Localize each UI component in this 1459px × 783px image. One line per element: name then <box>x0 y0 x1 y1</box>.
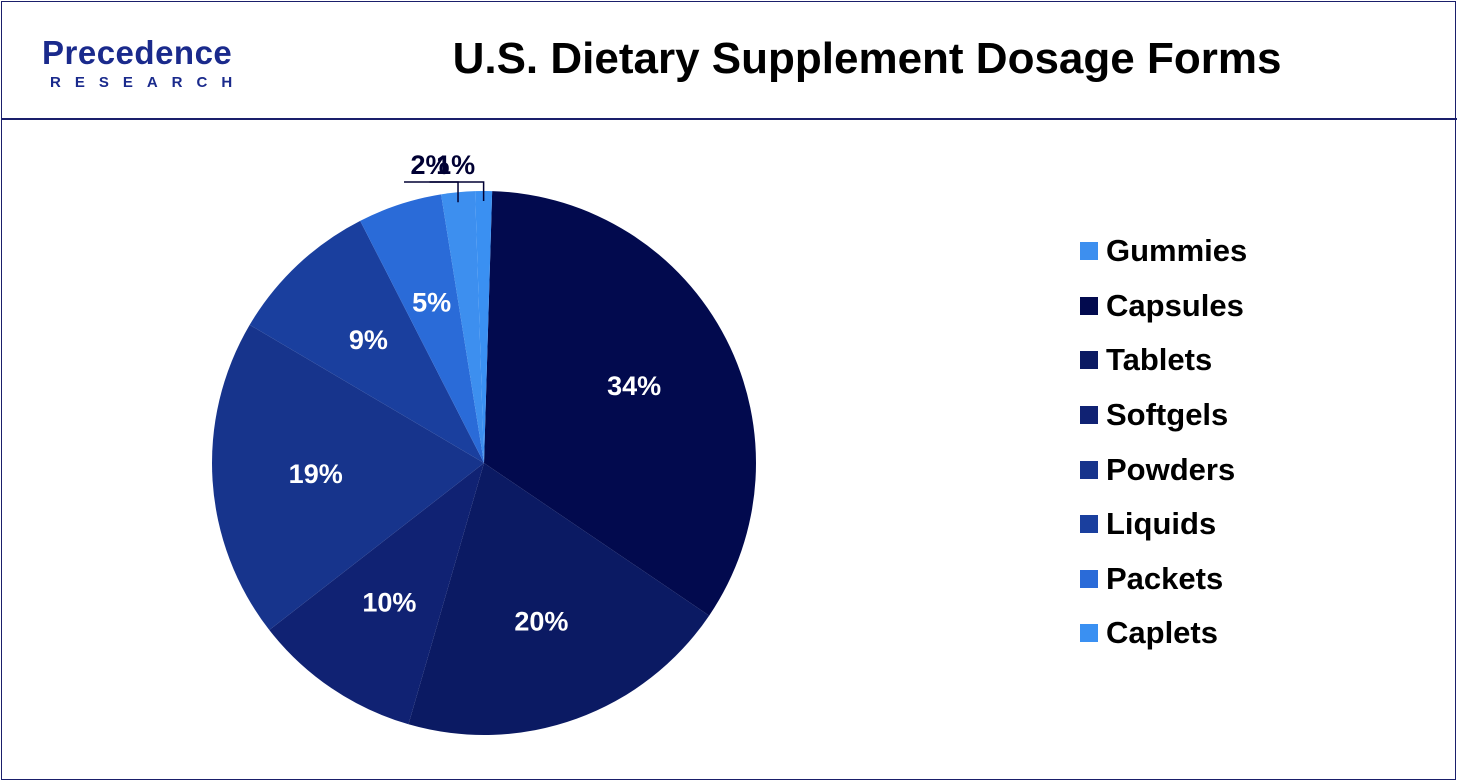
data-label-liquids: 5% <box>412 288 451 318</box>
pie-slice-gummies <box>484 191 756 616</box>
logo-sub-text: RESEARCH <box>50 74 247 91</box>
legend-swatch <box>1080 242 1098 261</box>
data-label-capsules: 20% <box>514 607 568 637</box>
legend-item-tablets: Tablets <box>1080 333 1247 388</box>
pie-slice-caplets <box>475 191 493 463</box>
legend-swatch <box>1080 624 1098 643</box>
pie-slice-capsules <box>408 463 710 735</box>
legend-swatch <box>1080 406 1098 425</box>
logo-main-text: Precedence <box>42 34 233 71</box>
pie-slice-liquids <box>360 194 484 463</box>
data-label-powders: 9% <box>349 325 388 355</box>
legend-item-capsules: Capsules <box>1080 279 1247 334</box>
legend-swatch <box>1080 351 1098 370</box>
legend-label: Packets <box>1106 560 1224 596</box>
header: Precedence RESEARCH U.S. Dietary Supplem… <box>2 2 1457 120</box>
legend: Gummies Capsules Tablets Softgels Powders Liq… <box>1080 224 1247 661</box>
leader-line-caplets <box>429 181 485 202</box>
data-label-softgels: 19% <box>289 459 343 489</box>
pie-slice-tablets <box>269 463 484 725</box>
legend-item-softgels: Softgels <box>1080 388 1247 443</box>
legend-item-powders: Powders <box>1080 442 1247 497</box>
data-label-packets: 2% <box>411 150 450 180</box>
data-label-caplets: 1% <box>436 150 475 180</box>
pie-slice-packets <box>441 191 484 463</box>
data-label-tablets: 10% <box>362 588 416 618</box>
legend-label: Gummies <box>1106 233 1248 269</box>
legend-swatch <box>1080 569 1098 588</box>
pie-slice-softgels <box>211 324 484 631</box>
legend-item-gummies: Gummies <box>1080 224 1247 279</box>
legend-swatch <box>1080 515 1098 534</box>
chart-title: U.S. Dietary Supplement Dosage Forms <box>452 34 1282 83</box>
legend-label: Caplets <box>1106 615 1218 651</box>
brand-logo: Precedence RESEARCH <box>42 34 272 98</box>
legend-label: Powders <box>1106 451 1236 487</box>
legend-item-packets: Packets <box>1080 552 1247 607</box>
legend-swatch <box>1080 460 1098 479</box>
data-label-gummies: 34% <box>607 371 661 401</box>
legend-item-caplets: Caplets <box>1080 606 1247 661</box>
legend-label: Liquids <box>1106 506 1217 542</box>
legend-label: Tablets <box>1106 342 1213 378</box>
pie-slice-powders <box>249 220 484 463</box>
legend-label: Softgels <box>1106 397 1229 433</box>
legend-label: Capsules <box>1106 287 1244 323</box>
legend-swatch <box>1080 296 1098 315</box>
legend-item-liquids: Liquids <box>1080 497 1247 552</box>
